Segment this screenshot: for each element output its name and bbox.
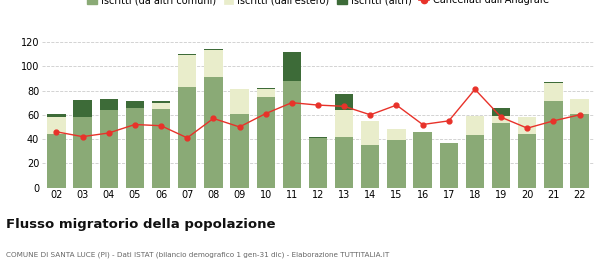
- Bar: [257, 89, 275, 97]
- Bar: [335, 94, 353, 110]
- Bar: [492, 123, 510, 188]
- Bar: [178, 55, 196, 87]
- Bar: [388, 140, 406, 188]
- Bar: [283, 81, 301, 188]
- Bar: [204, 50, 223, 77]
- Bar: [544, 82, 563, 83]
- Bar: [257, 97, 275, 188]
- Bar: [204, 49, 223, 50]
- Bar: [230, 89, 248, 114]
- Bar: [230, 114, 248, 188]
- Bar: [466, 116, 484, 136]
- Bar: [361, 121, 379, 145]
- Bar: [257, 88, 275, 89]
- Bar: [361, 145, 379, 188]
- Bar: [204, 77, 223, 188]
- Bar: [126, 108, 144, 188]
- Bar: [492, 108, 510, 116]
- Legend: Iscritti (da altri comuni), Iscritti (dall'estero), Iscritti (altri), Cancellati: Iscritti (da altri comuni), Iscritti (da…: [83, 0, 553, 9]
- Bar: [335, 137, 353, 188]
- Bar: [335, 110, 353, 137]
- Bar: [73, 100, 92, 117]
- Bar: [47, 117, 65, 134]
- Text: Flusso migratorio della popolazione: Flusso migratorio della popolazione: [6, 218, 275, 231]
- Bar: [47, 134, 65, 188]
- Bar: [309, 137, 327, 138]
- Bar: [571, 99, 589, 114]
- Bar: [152, 109, 170, 188]
- Bar: [440, 143, 458, 188]
- Bar: [100, 110, 118, 188]
- Bar: [518, 117, 536, 134]
- Bar: [152, 103, 170, 109]
- Bar: [466, 136, 484, 188]
- Bar: [413, 132, 432, 188]
- Bar: [152, 101, 170, 103]
- Bar: [571, 114, 589, 188]
- Bar: [492, 116, 510, 123]
- Bar: [73, 117, 92, 188]
- Bar: [283, 52, 301, 81]
- Bar: [100, 99, 118, 110]
- Text: COMUNE DI SANTA LUCE (PI) - Dati ISTAT (bilancio demografico 1 gen-31 dic) - Ela: COMUNE DI SANTA LUCE (PI) - Dati ISTAT (…: [6, 252, 389, 258]
- Bar: [178, 54, 196, 55]
- Bar: [518, 134, 536, 188]
- Bar: [47, 114, 65, 117]
- Bar: [126, 101, 144, 108]
- Bar: [309, 138, 327, 188]
- Bar: [544, 83, 563, 101]
- Bar: [544, 101, 563, 188]
- Bar: [178, 87, 196, 188]
- Bar: [388, 129, 406, 140]
